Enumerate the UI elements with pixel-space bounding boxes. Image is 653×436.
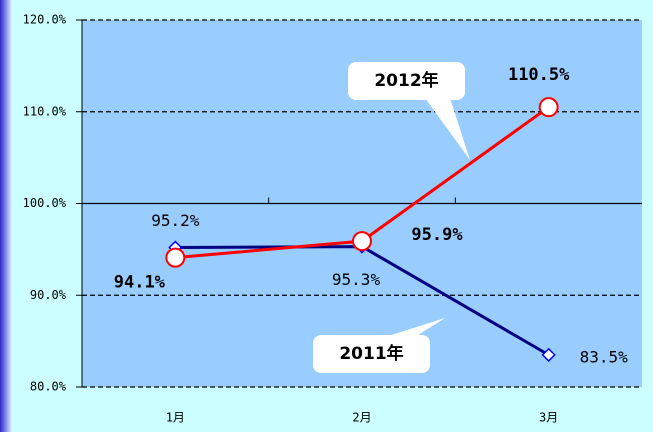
data-label: 94.1% <box>114 273 166 293</box>
y-tick-label: 120.0% <box>23 13 67 27</box>
callout-box <box>313 335 430 373</box>
marker <box>165 247 186 268</box>
data-label: 83.5% <box>580 347 629 366</box>
y-tick-label: 100.0% <box>23 196 67 210</box>
callout-pointer <box>425 98 470 160</box>
y-tick-label: 80.0% <box>30 380 67 394</box>
marker <box>352 231 372 252</box>
y-tick-label: 90.0% <box>30 288 67 302</box>
callout-pointer <box>385 318 445 337</box>
side-strip <box>0 0 12 432</box>
marker <box>541 347 556 362</box>
data-label: 110.5% <box>508 65 570 85</box>
data-label: 95.3% <box>332 270 381 289</box>
data-label: 95.2% <box>151 211 200 230</box>
legend-label: 2012年 <box>374 70 438 91</box>
marker <box>538 97 559 118</box>
y-tick-label: 110.0% <box>23 104 67 118</box>
x-tick-label: 1月 <box>166 411 185 425</box>
x-tick-label: 2月 <box>352 411 371 425</box>
callout-box <box>348 62 465 100</box>
legend-label: 2011年 <box>339 343 403 364</box>
data-label: 95.9% <box>411 225 463 245</box>
x-tick-label: 3月 <box>539 411 558 425</box>
